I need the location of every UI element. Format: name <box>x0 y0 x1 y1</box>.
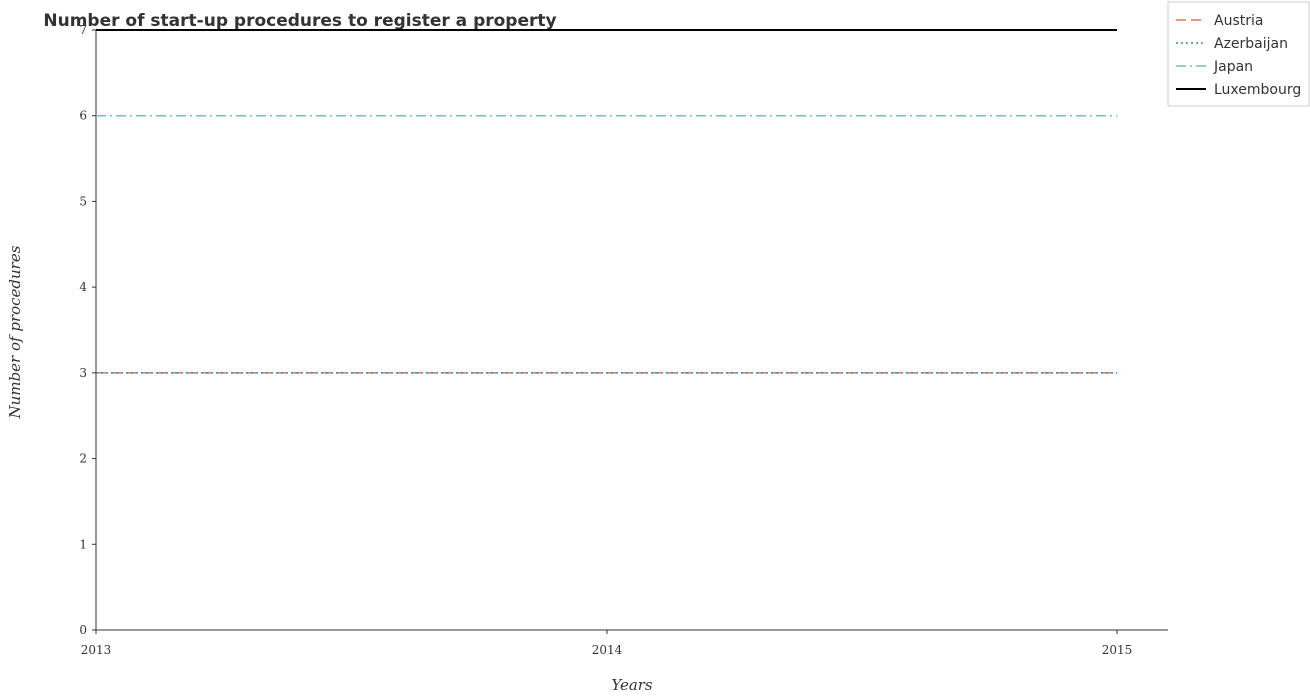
legend-label: Japan <box>1213 59 1253 75</box>
y-axis-label: Number of procedures <box>6 245 24 419</box>
y-tick-label: 5 <box>79 194 87 208</box>
y-tick-label: 6 <box>79 109 87 123</box>
y-tick-label: 4 <box>79 280 87 294</box>
x-ticks: 2013 2014 2015 <box>81 630 1133 657</box>
legend-label: Azerbaijan <box>1214 36 1288 52</box>
chart-title: Number of start-up procedures to registe… <box>43 11 556 31</box>
y-tick-label: 7 <box>79 23 87 37</box>
y-tick-label: 3 <box>79 366 87 380</box>
y-tick-label: 0 <box>79 623 87 637</box>
y-tick-label: 2 <box>79 452 87 466</box>
x-tick-label: 2015 <box>1102 643 1133 657</box>
axes <box>95 30 1168 631</box>
legend-label: Austria <box>1214 13 1263 29</box>
legend: Austria Azerbaijan Japan Luxembourg <box>1167 1 1310 107</box>
legend-label: Luxembourg <box>1214 82 1301 98</box>
x-tick-label: 2014 <box>592 643 623 657</box>
x-axis-label: Years <box>611 676 653 694</box>
y-tick-label: 1 <box>79 537 87 551</box>
series-lines <box>96 29 1117 374</box>
x-tick-label: 2013 <box>81 643 112 657</box>
y-ticks: 0 1 2 3 4 5 6 7 <box>79 23 96 637</box>
